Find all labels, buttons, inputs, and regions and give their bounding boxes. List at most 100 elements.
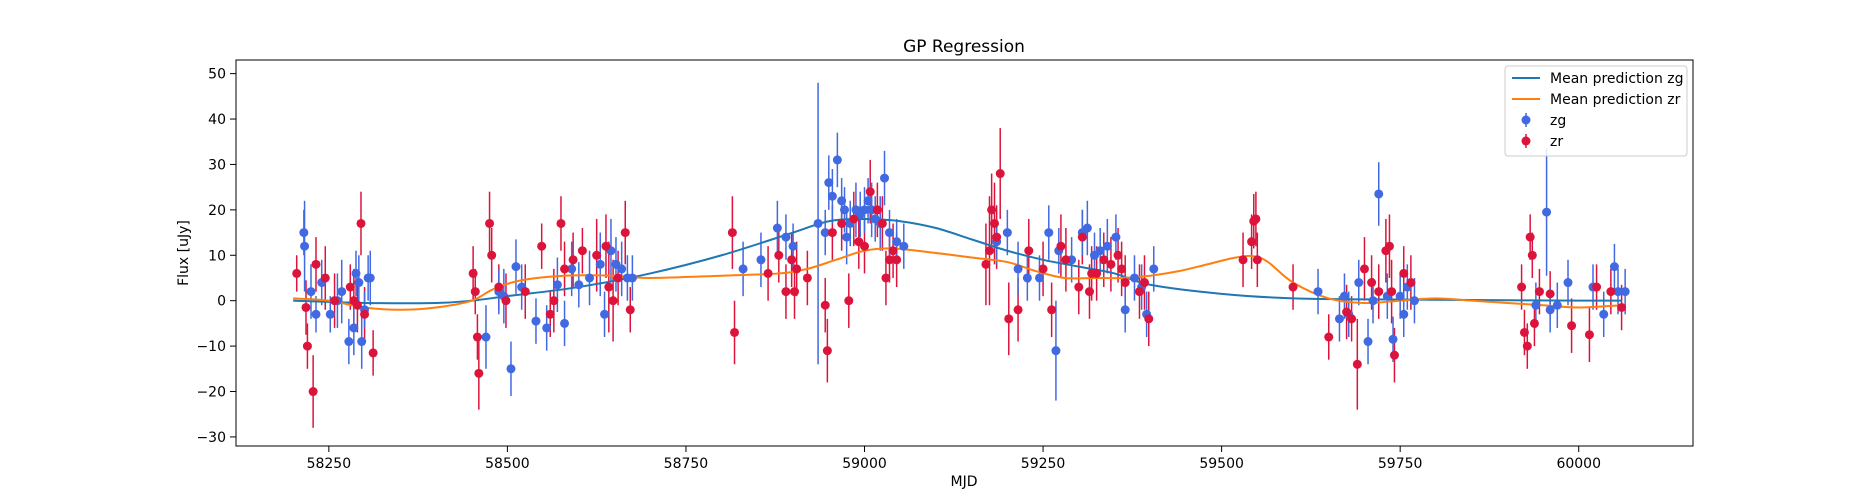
zr-point — [1074, 282, 1084, 292]
zg-point — [1620, 287, 1630, 297]
zr-point — [881, 273, 891, 283]
zr-point — [620, 228, 630, 238]
zg-point — [781, 232, 791, 242]
zg-errorbars — [303, 82, 1626, 401]
zg-point — [1051, 346, 1061, 356]
zg-point — [511, 262, 521, 272]
legend-box — [1504, 65, 1688, 157]
x-tick-label: 60000 — [1556, 456, 1601, 472]
zr-point — [837, 218, 847, 228]
y-axis-ticks: −30 −20 −10 0 10 20 30 40 50 — [196, 67, 236, 446]
legend: Mean prediction zg Mean prediction zr zg… — [1504, 65, 1688, 157]
zg-point — [824, 178, 834, 188]
zr-point — [860, 241, 870, 251]
y-tick-label: 20 — [208, 203, 226, 219]
zr-point — [781, 287, 791, 297]
legend-label-mean-zg: Mean prediction zg — [1550, 71, 1684, 87]
zr-point — [892, 255, 902, 265]
zr-point — [1584, 330, 1594, 340]
zg-point — [325, 309, 335, 319]
zr-point — [1084, 287, 1094, 297]
zr-point — [995, 169, 1005, 179]
x-tick-label: 59250 — [1021, 456, 1066, 472]
zr-point — [1367, 278, 1377, 288]
legend-label-mean-zr: Mean prediction zr — [1550, 92, 1681, 108]
zr-point — [1384, 241, 1394, 251]
zr-point — [1527, 250, 1537, 260]
zg-point — [300, 241, 310, 251]
zr-point — [1406, 278, 1416, 288]
y-tick-label: 10 — [208, 248, 226, 264]
zr-point — [1013, 305, 1023, 315]
x-tick-label: 59500 — [1199, 456, 1244, 472]
zr-point — [472, 332, 482, 342]
zr-point — [292, 268, 302, 278]
zr-point — [494, 282, 504, 292]
zr-point — [1004, 314, 1014, 324]
zr-point — [1529, 318, 1539, 328]
zr-point — [1617, 302, 1627, 312]
zg-point — [1129, 273, 1139, 283]
zr-point — [1024, 246, 1034, 256]
zr-point — [1099, 255, 1109, 265]
zg-point — [1082, 223, 1092, 233]
zg-point — [1044, 228, 1054, 238]
zg-point — [788, 241, 798, 251]
legend-swatch-zr — [1521, 134, 1531, 148]
plot-frame — [235, 59, 1694, 447]
zg-point — [1354, 278, 1364, 288]
zg-point — [351, 268, 361, 278]
zg-point — [542, 323, 552, 333]
zr-point — [308, 387, 318, 397]
zr-point — [1061, 255, 1071, 265]
zr-point — [360, 309, 370, 319]
zg-point — [365, 273, 375, 283]
zg-point — [1374, 189, 1384, 199]
legend-label-zr: zr — [1550, 134, 1563, 150]
zr-point — [1545, 289, 1555, 299]
zg-point — [1022, 273, 1032, 283]
zr-point — [601, 241, 611, 251]
mean-prediction-zg-line — [293, 217, 1622, 305]
x-tick-label: 58250 — [307, 456, 352, 472]
zg-point — [1013, 264, 1023, 274]
zr-points — [292, 169, 1627, 397]
zg-point — [1613, 287, 1623, 297]
zr-point — [545, 309, 555, 319]
zg-point — [627, 273, 637, 283]
zg-point — [1339, 291, 1349, 301]
zg-point — [837, 196, 847, 206]
zr-point — [1238, 255, 1248, 265]
legend-label-zg: zg — [1550, 113, 1566, 129]
zg-point — [600, 309, 610, 319]
zg-point — [1531, 300, 1541, 310]
zr-point — [501, 296, 511, 306]
zr-point — [345, 282, 355, 292]
zg-point — [832, 155, 842, 165]
zr-point — [792, 264, 802, 274]
y-axis-label: Flux [uJy] — [176, 220, 192, 286]
zr-point — [468, 268, 478, 278]
zg-point — [1334, 314, 1344, 324]
zg-point — [531, 316, 541, 326]
zr-point — [872, 205, 882, 215]
zg-point — [1388, 334, 1398, 344]
zg-point — [1399, 309, 1409, 319]
zr-point — [1567, 321, 1577, 331]
y-tick-label: 0 — [217, 294, 226, 310]
zr-point — [984, 246, 994, 256]
zg-point — [574, 280, 584, 290]
zg-point — [481, 332, 491, 342]
zr-point — [989, 218, 999, 228]
zr-point — [485, 218, 495, 228]
zr-point — [1519, 327, 1529, 337]
zg-point — [827, 191, 837, 201]
zr-point — [730, 327, 740, 337]
zr-point — [1056, 241, 1066, 251]
zg-point — [354, 278, 364, 288]
zr-point — [470, 287, 480, 297]
zg-point — [1095, 246, 1105, 256]
zr-point — [849, 214, 859, 224]
zr-point — [787, 255, 797, 265]
zr-point — [888, 246, 898, 256]
